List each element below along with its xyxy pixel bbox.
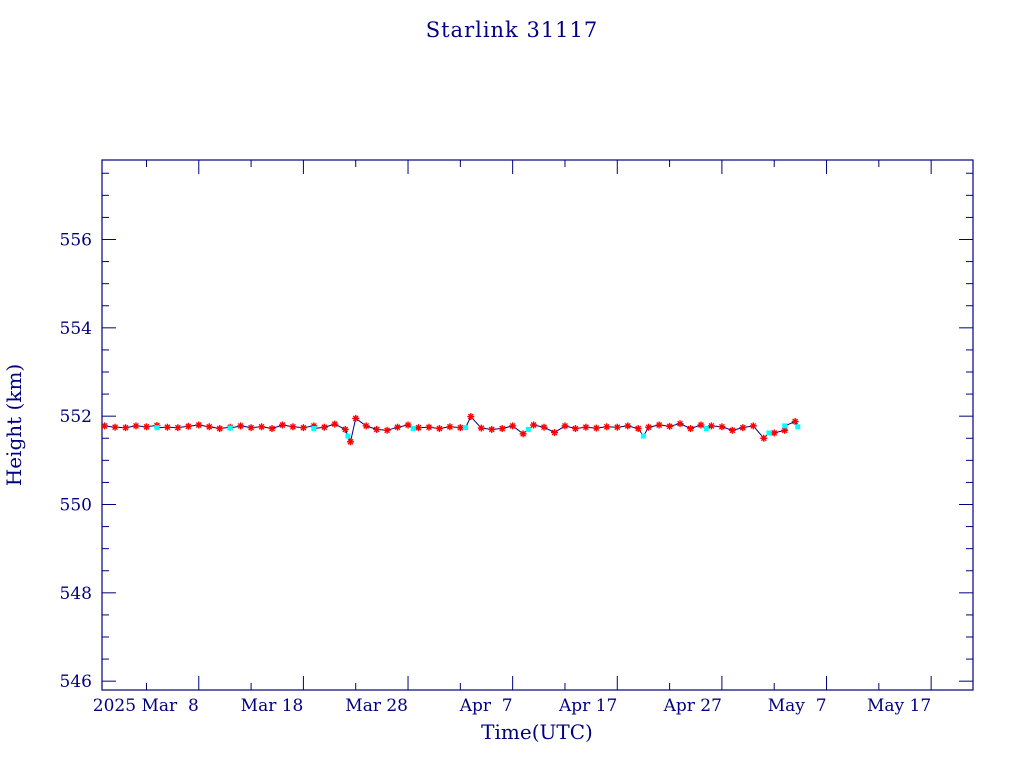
data-point: [728, 426, 736, 434]
data-point: [613, 423, 621, 431]
data-point: [352, 414, 360, 422]
data-point: [561, 422, 569, 430]
data-point: [519, 430, 527, 438]
x-tick-label: 2025 Mar 8: [93, 696, 199, 716]
data-point: [111, 423, 119, 431]
data-point: [463, 425, 469, 431]
data-point: [446, 423, 454, 431]
y-tick-label: 556: [60, 231, 92, 251]
x-tick-label: Mar 18: [241, 696, 304, 716]
x-tick-label: Mar 28: [345, 696, 408, 716]
data-point: [341, 425, 349, 433]
x-tick-label: Apr 17: [558, 696, 617, 716]
data-point: [410, 426, 416, 432]
data-point: [707, 422, 715, 430]
data-point: [205, 423, 213, 431]
axis-tick-labels: 546 548 550 552 554 556 2025 Mar 8 Mar 18 Mar 28…: [60, 231, 932, 717]
data-point: [383, 426, 391, 434]
data-markers: [101, 413, 801, 446]
data-point: [331, 420, 339, 428]
data-point: [739, 424, 747, 432]
data-point: [749, 422, 757, 430]
data-point: [278, 421, 286, 429]
data-point: [247, 424, 255, 432]
data-point: [132, 422, 140, 430]
data-point: [268, 425, 276, 433]
data-point: [488, 425, 496, 433]
y-tick-label: 546: [60, 672, 92, 692]
y-tick-label: 552: [60, 407, 92, 427]
data-point: [345, 433, 351, 439]
data-point: [425, 423, 433, 431]
y-tick-label: 554: [60, 319, 92, 339]
data-point: [373, 425, 381, 433]
data-point: [435, 425, 443, 433]
data-point: [362, 422, 370, 430]
data-point: [404, 421, 412, 429]
data-point: [237, 422, 245, 430]
data-point: [509, 422, 517, 430]
data-point: [394, 423, 402, 431]
data-point: [571, 425, 579, 433]
data-point: [782, 423, 788, 429]
data-point: [258, 423, 266, 431]
axis-ticks: [102, 160, 973, 690]
data-point: [634, 425, 642, 433]
data-point: [795, 424, 801, 430]
data-point: [624, 422, 632, 430]
data-point: [184, 422, 192, 430]
data-point: [525, 426, 531, 432]
data-point: [603, 423, 611, 431]
y-tick-label: 548: [60, 584, 92, 604]
data-point: [346, 438, 354, 446]
plot-area: [101, 159, 974, 691]
data-point: [154, 425, 160, 431]
x-tick-label: Apr 27: [663, 696, 722, 716]
data-point: [456, 424, 464, 432]
data-point: [289, 423, 297, 431]
data-point: [551, 429, 559, 437]
data-point: [530, 421, 538, 429]
data-point: [195, 421, 203, 429]
data-point: [640, 433, 646, 439]
data-point: [101, 422, 109, 430]
data-point: [655, 421, 663, 429]
data-point: [163, 423, 171, 431]
data-point: [687, 425, 695, 433]
data-point: [582, 423, 590, 431]
data-point: [467, 413, 475, 421]
data-point: [592, 424, 600, 432]
data-point: [320, 423, 328, 431]
data-point: [791, 417, 799, 425]
data-point: [645, 423, 653, 431]
data-point: [174, 424, 182, 432]
data-point: [666, 422, 674, 430]
data-point: [718, 423, 726, 431]
x-axis-label: Time(UTC): [481, 720, 593, 744]
data-point: [414, 424, 422, 432]
x-tick-label: Apr 7: [459, 696, 513, 716]
data-point: [477, 424, 485, 432]
data-point: [766, 430, 772, 436]
data-point: [770, 429, 778, 437]
y-tick-label: 550: [60, 496, 92, 516]
data-point: [697, 421, 705, 429]
plot-frame: [101, 159, 974, 691]
data-point: [760, 434, 768, 442]
data-point: [142, 423, 150, 431]
data-point: [676, 420, 684, 428]
data-point: [540, 423, 548, 431]
data-point: [216, 425, 224, 433]
x-tick-label: May 7: [768, 696, 827, 716]
chart-title: Starlink 31117: [426, 18, 599, 42]
data-point: [311, 426, 317, 432]
data-point: [498, 425, 506, 433]
data-point: [703, 426, 709, 432]
data-point: [299, 424, 307, 432]
data-point: [227, 425, 233, 431]
x-tick-label: May 17: [867, 696, 931, 716]
y-axis-label: Height (km): [2, 364, 26, 486]
data-point: [122, 424, 130, 432]
